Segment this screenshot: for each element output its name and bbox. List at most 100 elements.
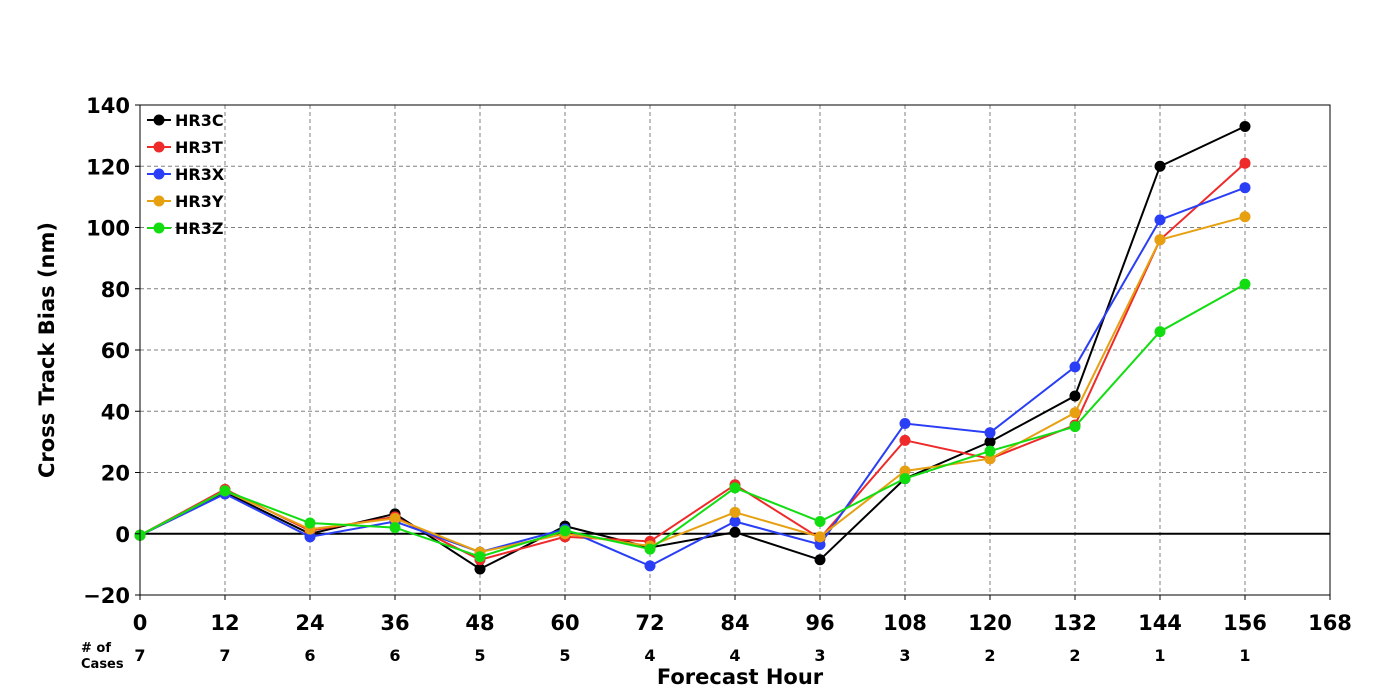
data-point — [1154, 326, 1166, 338]
x-tick-label: 168 — [1308, 611, 1352, 635]
x-tick-label: 0 — [133, 611, 148, 635]
x-tick-label: 24 — [295, 611, 324, 635]
data-point — [644, 543, 656, 555]
series-line — [139, 125, 1246, 571]
legend-label: HR3Z — [175, 219, 223, 238]
data-point — [559, 525, 571, 537]
legend-item: HR3C — [147, 111, 224, 130]
case-count: 2 — [1069, 646, 1080, 665]
series-hr3z — [134, 278, 1251, 563]
x-tick-label: 156 — [1223, 611, 1267, 635]
case-count: 3 — [899, 646, 910, 665]
data-point — [814, 554, 826, 566]
x-axis-ticks: 0 12 24 36 48 60 72 84 96 108 120 132 144 156 168 — [133, 595, 1352, 635]
y-tick-label: 20 — [101, 462, 130, 486]
data-point — [814, 538, 826, 550]
data-point — [389, 522, 401, 534]
data-point — [389, 512, 401, 524]
data-point — [899, 465, 911, 477]
case-count: 7 — [134, 646, 145, 665]
series-line — [139, 162, 1246, 561]
y-tick-label: −20 — [83, 584, 130, 608]
data-point — [899, 434, 911, 446]
data-point — [1069, 390, 1081, 402]
cases-title-line2: Cases — [81, 657, 124, 672]
legend-marker — [153, 195, 165, 207]
data-point — [729, 482, 741, 494]
data-point — [1239, 278, 1251, 290]
x-tick-label: 48 — [465, 611, 494, 635]
x-tick-label: 96 — [805, 611, 834, 635]
data-point — [729, 526, 741, 538]
series-lines — [134, 120, 1251, 575]
legend-item: HR3X — [147, 165, 225, 184]
case-count: 4 — [729, 646, 740, 665]
case-count: 6 — [304, 646, 315, 665]
legend-item: HR3Y — [147, 192, 224, 211]
data-point — [1239, 182, 1251, 194]
data-point — [1154, 160, 1166, 172]
legend-marker — [153, 114, 165, 126]
x-tick-label: 120 — [968, 611, 1012, 635]
data-point — [1239, 157, 1251, 169]
data-point — [984, 427, 996, 439]
data-point — [729, 516, 741, 527]
x-axis-label: Forecast Hour — [657, 665, 824, 689]
series-hr3y — [134, 211, 1251, 558]
legend: HR3C HR3T HR3X HR3Y HR3Z — [147, 111, 225, 238]
data-point — [984, 436, 996, 448]
x-tick-label: 108 — [883, 611, 927, 635]
legend-label: HR3Y — [175, 192, 224, 211]
data-point — [1069, 361, 1081, 373]
data-point — [984, 445, 996, 457]
data-point — [304, 517, 316, 529]
case-count: 3 — [814, 646, 825, 665]
case-counts: 7 7 6 6 5 5 4 4 3 3 2 2 1 1 — [134, 646, 1250, 665]
data-point — [729, 506, 741, 518]
y-tick-label: 140 — [86, 94, 130, 118]
case-count: 5 — [559, 646, 570, 665]
data-point — [814, 516, 826, 527]
case-count: 5 — [474, 646, 485, 665]
x-tick-label: 60 — [550, 611, 579, 635]
data-point — [899, 473, 911, 485]
data-point — [1154, 214, 1166, 226]
case-count: 6 — [389, 646, 400, 665]
data-point — [1069, 421, 1081, 433]
data-point — [1154, 234, 1166, 246]
data-point — [474, 551, 486, 563]
data-point — [219, 485, 231, 497]
x-tick-label: 132 — [1053, 611, 1097, 635]
y-axis-ticks: −20 0 20 40 60 80 100 120 140 — [83, 94, 140, 608]
y-tick-label: 60 — [101, 339, 130, 363]
legend-item: HR3Z — [147, 219, 223, 238]
x-tick-label: 72 — [635, 611, 664, 635]
y-axis-label: Cross Track Bias (nm) — [35, 222, 59, 478]
legend-marker — [153, 141, 165, 153]
data-point — [899, 418, 911, 429]
y-tick-label: 0 — [115, 523, 130, 547]
series-line — [139, 186, 1246, 568]
y-tick-label: 120 — [86, 155, 130, 179]
x-tick-label: 144 — [1138, 611, 1182, 635]
case-count: 1 — [1239, 646, 1250, 665]
y-tick-label: 40 — [101, 400, 130, 424]
cases-title-line1: # of — [81, 641, 111, 656]
case-count: 1 — [1154, 646, 1165, 665]
data-point — [1069, 407, 1081, 419]
y-tick-label: 100 — [86, 217, 130, 241]
data-point — [1239, 120, 1251, 132]
case-count: 4 — [644, 646, 655, 665]
data-point — [644, 560, 656, 572]
y-tick-label: 80 — [101, 278, 130, 302]
legend-label: HR3C — [175, 111, 224, 130]
legend-label: HR3T — [175, 138, 223, 157]
x-tick-label: 36 — [380, 611, 409, 635]
legend-item: HR3T — [147, 138, 223, 157]
case-count: 7 — [219, 646, 230, 665]
series-hr3c — [134, 120, 1251, 575]
case-count: 2 — [984, 646, 995, 665]
data-point — [1239, 211, 1251, 223]
x-tick-label: 12 — [210, 611, 239, 635]
